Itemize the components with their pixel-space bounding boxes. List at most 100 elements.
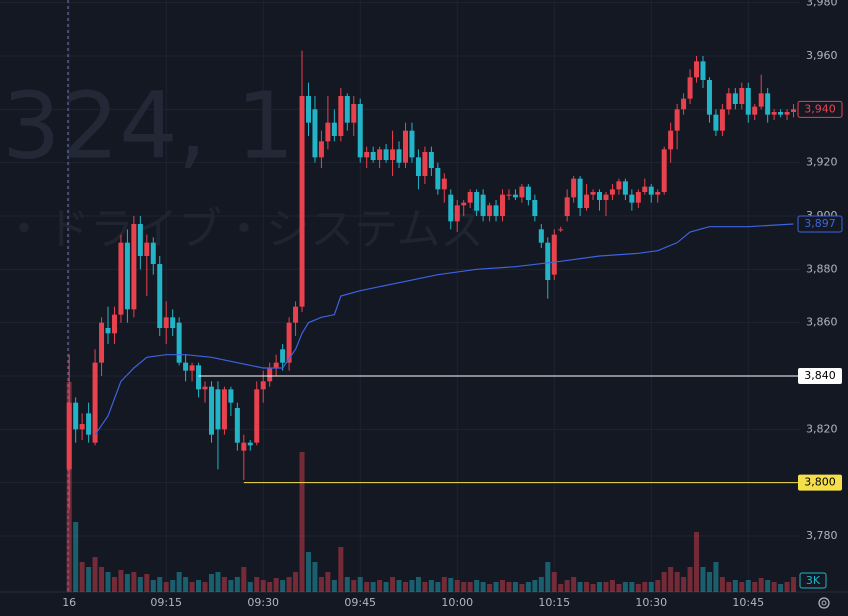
candle-body [493, 205, 499, 216]
volume-bar [648, 582, 654, 592]
candle-body [331, 122, 337, 136]
candle-body [435, 168, 441, 190]
volume-bar [719, 577, 725, 592]
volume-bar [254, 577, 260, 592]
volume-bar [73, 522, 79, 592]
candle-body [726, 93, 732, 110]
price-tag [797, 215, 843, 233]
volume-bar [325, 572, 331, 592]
candle-body [519, 186, 525, 198]
candle-body [506, 194, 512, 196]
candle-body [739, 88, 745, 104]
candle-body [778, 112, 784, 115]
candle-body [681, 98, 687, 110]
candle-body [791, 109, 797, 112]
volume-bar [441, 577, 447, 592]
candle-body [202, 386, 208, 390]
volume-bar [234, 577, 240, 592]
candle-body [461, 202, 467, 206]
x-tick-label: 10:45 [732, 596, 764, 609]
candle-body [312, 109, 318, 158]
volume-bar [383, 582, 389, 592]
candle-body [668, 130, 674, 150]
volume-bar [293, 572, 299, 592]
settings-icon[interactable] [818, 597, 830, 609]
candle-body [183, 362, 189, 371]
volume-bar [694, 532, 700, 592]
volume-bar [124, 574, 130, 592]
volume-bar [183, 577, 189, 592]
volume-bar [402, 582, 408, 592]
candle-body [752, 106, 758, 115]
volume-bar [609, 580, 615, 592]
candle-body [474, 192, 480, 211]
candle-body [545, 242, 551, 280]
volume-bar [105, 572, 111, 592]
candle-body [467, 192, 473, 203]
candle-body [629, 194, 635, 203]
candle-body [215, 389, 221, 430]
candle-body [99, 322, 105, 363]
candle-body [603, 194, 609, 200]
candle-body [512, 194, 518, 198]
volume-bar [144, 574, 150, 592]
volume-bar [157, 577, 163, 592]
volume-bar [545, 562, 551, 592]
price-tag [797, 100, 843, 118]
y-tick-label: 3,820 [806, 422, 838, 435]
candle-body [286, 322, 292, 363]
candle-body [163, 317, 169, 328]
candle-body [642, 186, 648, 192]
volume-bar [506, 582, 512, 592]
volume-bar [726, 582, 732, 592]
candle-body [758, 93, 764, 107]
candle-body [525, 186, 531, 200]
volume-bar [189, 582, 195, 592]
candle-body [480, 194, 486, 216]
price-tag-label: 3,940 [804, 102, 836, 115]
candle-body [79, 424, 85, 430]
candle-body [441, 178, 447, 190]
candle-body [370, 152, 376, 160]
candle-body [325, 122, 331, 142]
x-tick-label: 09:15 [150, 596, 182, 609]
candle-body [260, 381, 266, 390]
candle-body [745, 88, 751, 115]
price-tag [798, 474, 842, 491]
candle-body [86, 413, 92, 435]
candle-body [687, 77, 693, 99]
candle-body [713, 114, 719, 131]
volume-bar [532, 580, 538, 592]
volume-bar [558, 584, 564, 592]
candle-body [584, 194, 590, 208]
candle-body [267, 368, 273, 382]
candle-body [674, 109, 680, 131]
volume-bar [512, 582, 518, 592]
price-tag-label: 3,897 [804, 217, 836, 230]
candle-body [196, 365, 202, 390]
candle-body [124, 242, 130, 310]
candle-body [597, 192, 603, 200]
volume-bar [500, 580, 506, 592]
y-tick-label: 3,960 [806, 49, 838, 62]
volume-bar [597, 582, 603, 592]
volume-bar [409, 580, 415, 592]
x-tick-label: 09:30 [247, 596, 279, 609]
volume-bar [170, 580, 176, 592]
volume-bar [590, 584, 596, 592]
price-tag-label: 3,800 [804, 476, 836, 489]
candle-body [170, 317, 176, 328]
volume-bar [461, 582, 467, 592]
candle-body [694, 61, 700, 78]
candle-body [454, 205, 460, 222]
candle-body [500, 194, 506, 216]
candle-body [176, 322, 182, 363]
volume-bar [150, 580, 156, 592]
volume-bar [525, 582, 531, 592]
volume-bar [312, 562, 318, 592]
volume-tag-label: 3K [806, 574, 821, 587]
volume-bar [221, 577, 227, 592]
volume-bar [215, 572, 221, 592]
